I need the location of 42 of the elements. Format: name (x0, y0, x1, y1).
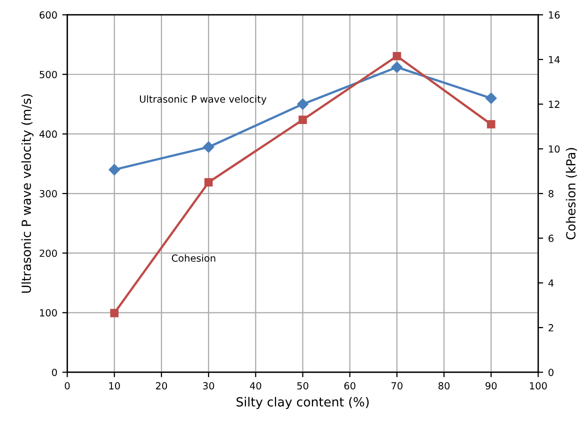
x-tick-label: 20 (156, 382, 167, 390)
y2-tick-label: 0 (548, 368, 554, 376)
y-tick-label: 200 (40, 250, 57, 257)
x-tick-label: 80 (438, 382, 450, 390)
x-tick-label: 40 (250, 382, 262, 390)
series-label: Ultrasonic P wave velocity (140, 95, 266, 105)
point (298, 116, 307, 124)
y2-tick-label: 4 (548, 279, 554, 287)
x-tick-label: 100 (530, 382, 547, 390)
point (486, 120, 496, 128)
y-tick-label: 500 (40, 70, 57, 78)
y-axis-title: Ultrasonic P wave velocity (m/s) (21, 94, 34, 293)
y2-axis-title: Cohesion (kPa) (566, 148, 577, 240)
y2-tick-label: 10 (548, 145, 560, 153)
x-tick-label: 50 (297, 382, 308, 390)
point (108, 164, 120, 176)
y-tick-label: 600 (40, 11, 57, 19)
point (297, 98, 308, 110)
y2-tick-label: 6 (548, 234, 554, 242)
point (486, 92, 497, 104)
x-tick-label: 70 (392, 382, 402, 390)
x-tick-label: 90 (486, 382, 497, 390)
y-tick-label: 400 (39, 130, 57, 138)
y2-tick-label: 2 (548, 324, 554, 332)
y2-tick-label: 8 (548, 190, 554, 198)
point (110, 308, 119, 318)
point (202, 141, 214, 153)
y-tick-label: 100 (40, 309, 57, 316)
y-tick-label: 0 (52, 368, 57, 376)
x-tick-label: 0 (64, 382, 70, 390)
series-label: Cohesion (172, 254, 216, 262)
x-axis-title: Silty clay content (%) (236, 396, 369, 410)
y2-tick-label: 12 (548, 100, 560, 108)
y-tick-label: 300 (40, 190, 57, 198)
x-tick-label: 60 (344, 382, 356, 390)
y2-tick-label: 16 (548, 11, 560, 19)
x-tick-label: 30 (203, 382, 214, 390)
point (391, 62, 403, 73)
y2-tick-label: 14 (548, 56, 560, 64)
x-tick-label: 10 (109, 382, 120, 390)
point (204, 178, 213, 187)
point (392, 52, 402, 60)
